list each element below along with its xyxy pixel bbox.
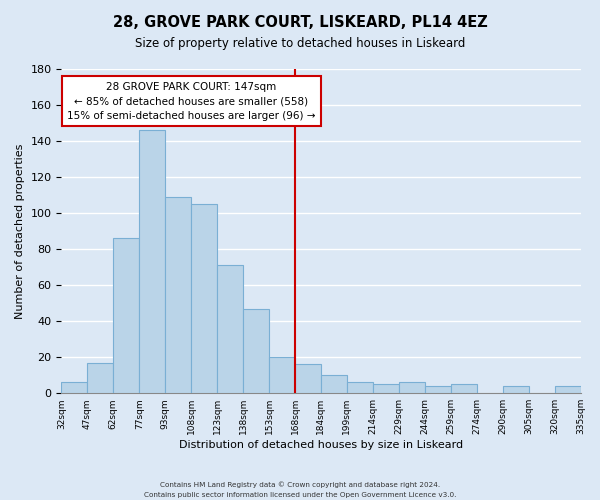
Bar	[269, 357, 295, 393]
Y-axis label: Number of detached properties: Number of detached properties	[15, 144, 25, 319]
Bar	[425, 386, 451, 393]
Bar	[165, 197, 191, 393]
Text: Size of property relative to detached houses in Liskeard: Size of property relative to detached ho…	[135, 38, 465, 51]
Text: 28, GROVE PARK COURT, LISKEARD, PL14 4EZ: 28, GROVE PARK COURT, LISKEARD, PL14 4EZ	[113, 15, 487, 30]
Bar	[61, 382, 88, 393]
Bar	[321, 375, 347, 393]
Bar	[399, 382, 425, 393]
Bar	[503, 386, 529, 393]
Bar	[217, 266, 243, 393]
Bar	[139, 130, 165, 393]
Bar	[347, 382, 373, 393]
Bar	[554, 386, 581, 393]
Bar	[191, 204, 217, 393]
Text: 28 GROVE PARK COURT: 147sqm
← 85% of detached houses are smaller (558)
15% of se: 28 GROVE PARK COURT: 147sqm ← 85% of det…	[67, 82, 316, 121]
Bar	[243, 308, 269, 393]
Bar	[88, 362, 113, 393]
X-axis label: Distribution of detached houses by size in Liskeard: Distribution of detached houses by size …	[179, 440, 463, 450]
Bar	[295, 364, 321, 393]
Bar	[113, 238, 139, 393]
Text: Contains HM Land Registry data © Crown copyright and database right 2024.: Contains HM Land Registry data © Crown c…	[160, 481, 440, 488]
Bar	[373, 384, 399, 393]
Bar	[451, 384, 476, 393]
Text: Contains public sector information licensed under the Open Government Licence v3: Contains public sector information licen…	[144, 492, 456, 498]
